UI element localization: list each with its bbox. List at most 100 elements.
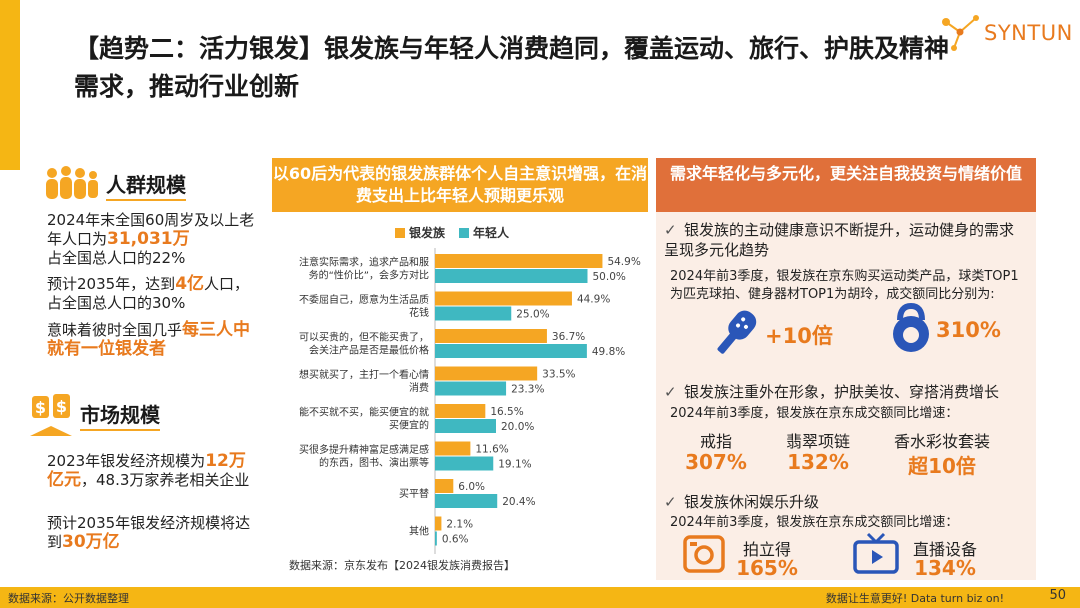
market-paragraph-2: 预计2035年银发经济规模将达到30万亿 [47, 514, 251, 552]
legend-swatch-silver [395, 227, 405, 238]
category-label-line: 的东西，图书、演出票等 [319, 456, 429, 469]
beauty-note: 2024年前3季度，银发族在京东成交额同比增速： [670, 406, 959, 421]
paddle-icon [717, 310, 757, 354]
page-title: 【趋势二：活力银发】银发族与年轻人消费趋同，覆盖运动、旅行、护肤及精神需求，推动… [74, 34, 950, 101]
category-label: 可以买贵的，但不能买贵了，会关注产品是否是最低价格 [299, 331, 429, 357]
accent-bar [0, 0, 20, 170]
bar-young [435, 344, 587, 358]
data-label-young: 0.6% [442, 534, 469, 546]
crowd-paragraph-3: 意味着彼时全国几乎每三人中就有一位银发者 [47, 320, 251, 359]
data-label-young: 20.0% [501, 421, 534, 433]
svg-text:$: $ [35, 398, 46, 417]
bar-silver [435, 254, 603, 268]
check-icon: ✓ [664, 493, 677, 511]
category-label-line: 会关注产品是否是最低价格 [309, 344, 429, 357]
category-label-line: 注意实际需求，追求产品和服 [299, 256, 429, 269]
bar-chart: 注意实际需求，追求产品和服务的“性价比”，会多方对比 54.9% 50.0% 不委屈自… [299, 248, 641, 554]
category-label-line: 不委屈自己，愿意为生活品质 [299, 293, 429, 306]
right-panel [656, 212, 1036, 580]
bar-silver [435, 441, 471, 456]
right-header: 需求年轻化与多元化，更关注自我投资与情绪价值 [656, 158, 1036, 212]
bar-silver [435, 329, 547, 343]
check-icon: ✓ [664, 383, 677, 401]
health-note: 2024年前3季度，银发族在京东购买运动类产品，球类TOP1为匹克球拍、健身器材… [670, 269, 1019, 302]
bar-silver [435, 479, 454, 493]
legend-label-young: 年轻人 [473, 226, 510, 240]
kettlebell-growth: 310% [936, 318, 1001, 342]
data-label-silver: 33.5% [542, 369, 575, 381]
crowd-paragraph-2: 预计2035年，达到4亿人口，占全国总人口的30% [47, 274, 250, 313]
category-label-line: 能不买就不买，能买便宜的就 [299, 406, 429, 419]
crowd-paragraph-1: 2024年末全国60周岁及以上老年人口为31,031万 占全国总人口的22% [47, 211, 255, 267]
svg-text:$: $ [56, 397, 67, 416]
logo-network-icon [942, 15, 979, 51]
data-label-silver: 44.9% [577, 294, 610, 306]
category-label-line: 买平替 [399, 487, 429, 500]
data-label-young: 50.0% [593, 271, 626, 283]
data-label-silver: 11.6% [475, 444, 508, 456]
category-label: 注意实际需求，追求产品和服务的“性价比”，会多方对比 [299, 256, 429, 282]
data-label-silver: 16.5% [490, 406, 523, 418]
category-label-line: 想买就买了，主打一个看心情 [299, 368, 429, 381]
bullet-beauty: ✓ 银发族注重外在形象，护肤美妆、穿搭消费增长 [664, 383, 1000, 401]
data-label-young: 23.3% [511, 384, 544, 396]
bar-silver [435, 404, 486, 418]
leisure-item-value: 165% [736, 556, 798, 580]
beauty-item-value: 307% [685, 450, 747, 474]
bullet-leisure: ✓ 银发族休闲娱乐升级 [664, 493, 820, 511]
category-label-line: 买便宜的 [389, 419, 429, 432]
market-paragraph-1: 2023年银发经济规模为12万亿元，48.3万家养老相关企业 [47, 451, 250, 490]
category-label: 其他 [409, 525, 429, 538]
category-label: 想买就买了，主打一个看心情消费 [299, 368, 429, 394]
syntun-logo: SYNTUN [938, 12, 1078, 56]
bar-young [435, 306, 512, 321]
leisure-item-label: 拍立得 [742, 540, 791, 559]
legend-item-silver: 银发族 [395, 224, 445, 241]
leisure-item-label: 直播设备 [912, 540, 977, 559]
leisure-note: 2024年前3季度，银发族在京东成交额同比增速： [670, 515, 959, 530]
category-label-line: 消费 [409, 381, 429, 394]
paddle-growth: +10倍 [765, 324, 833, 348]
people-icon [46, 166, 98, 199]
bar-young [435, 494, 498, 508]
footer-bar: 数据来源：公开数据整理 数据让生意更好! Data turn biz on! 5… [0, 587, 1080, 608]
market-title: 市场规模 [80, 399, 160, 431]
leisure-item-value: 134% [914, 556, 976, 580]
legend-label-silver: 银发族 [409, 226, 446, 240]
bar-silver [435, 366, 538, 381]
live-stream-icon [853, 532, 899, 574]
beauty-item-label: 戒指 [699, 432, 732, 451]
data-label-young: 20.4% [502, 496, 535, 508]
data-label-silver: 36.7% [552, 331, 585, 343]
data-label-silver: 2.1% [446, 519, 473, 531]
category-label: 买很多提升精神富足感满足感的东西，图书、演出票等 [299, 443, 429, 469]
bullet-health: ✓ 银发族的主动健康意识不断提升，运动健身的需求呈现多元化趋势 [664, 221, 1015, 259]
logo-text: SYNTUN [984, 21, 1073, 45]
category-label-line: 务的“性价比”，会多方对比 [309, 269, 429, 282]
bar-young [435, 269, 588, 283]
bar-young [435, 531, 437, 546]
crowd-section-header: 人群规模 [42, 164, 186, 206]
category-label-line: 花钱 [409, 306, 429, 319]
legend-item-young: 年轻人 [459, 224, 509, 241]
category-label: 买平替 [399, 487, 429, 500]
instant-camera-icon [683, 535, 725, 573]
beauty-item-label: 香水彩妆套装 [893, 432, 990, 451]
data-label-young: 25.0% [516, 309, 549, 321]
data-label-young: 49.8% [592, 346, 625, 358]
footer-slogan: 数据让生意更好! Data turn biz on! [825, 592, 1004, 605]
data-label-silver: 54.9% [607, 256, 640, 268]
money-icon: $ $ [30, 394, 72, 436]
chart-legend: 银发族 年轻人 [395, 224, 509, 241]
chart-header: 以60后为代表的银发族群体个人自主意识增强，在消费支出上比年轻人预期更乐观 [272, 158, 648, 212]
chart-source: 数据来源：京东发布【2024银发族消费报告】 [289, 559, 515, 572]
bar-silver [435, 516, 442, 531]
legend-swatch-young [459, 227, 470, 238]
data-label-silver: 6.0% [458, 481, 485, 493]
category-label-line: 其他 [409, 525, 429, 538]
footer-source: 数据来源：公开数据整理 [8, 592, 129, 605]
bar-young [435, 456, 494, 471]
market-section-header: $ $ 市场规模 [28, 392, 160, 438]
data-label-young: 19.1% [498, 459, 531, 471]
category-label: 能不买就不买，能买便宜的就买便宜的 [299, 406, 429, 432]
